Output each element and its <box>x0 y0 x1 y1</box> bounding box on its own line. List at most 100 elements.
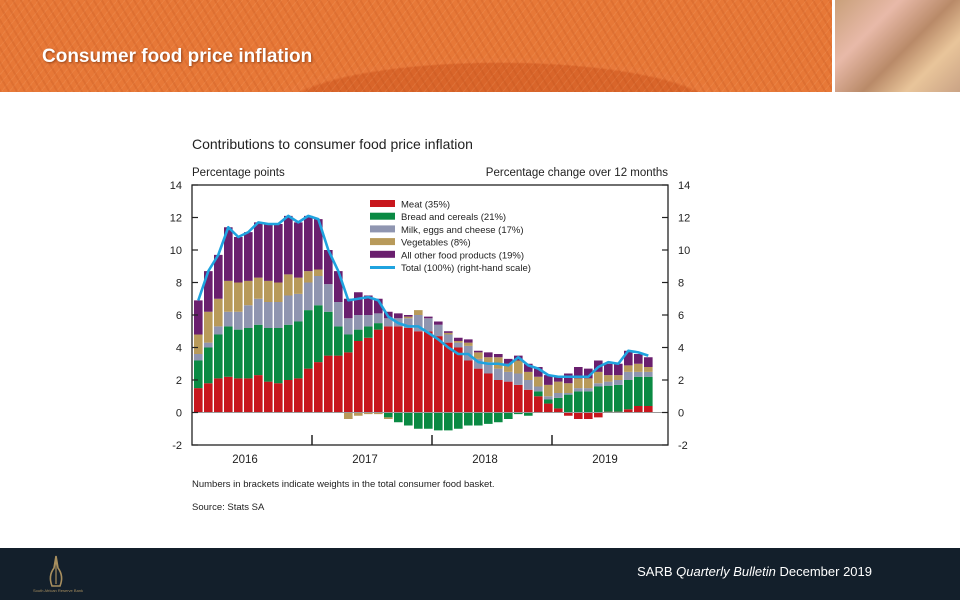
bar-meat <box>484 373 493 413</box>
bar-other <box>334 271 343 302</box>
bar-milk <box>374 313 383 324</box>
bar-bread <box>314 305 323 363</box>
legend-label-bread: Bread and cereals (21%) <box>401 212 506 223</box>
bar-other <box>394 313 403 319</box>
bar-veg <box>314 269 323 276</box>
bar-milk <box>634 371 643 377</box>
bar-milk <box>224 311 233 327</box>
bar-veg <box>304 271 313 283</box>
bar-meat <box>444 342 453 413</box>
bar-other <box>604 363 613 376</box>
bar-veg <box>354 412 363 416</box>
bar-veg <box>254 277 263 299</box>
bar-veg <box>634 363 643 372</box>
left-tick-label: -2 <box>172 440 182 452</box>
bar-bread <box>524 412 533 416</box>
bar-bread <box>624 380 633 410</box>
bar-veg <box>244 280 253 306</box>
total-line <box>197 214 649 379</box>
bar-bread <box>344 334 353 353</box>
legend-swatch-total <box>370 266 395 269</box>
bar-veg <box>194 334 203 354</box>
bar-meat <box>624 409 633 413</box>
bar-milk <box>324 284 333 312</box>
bar-bread <box>474 412 483 426</box>
bar-veg <box>554 381 563 393</box>
right-tick-label: 10 <box>678 245 690 257</box>
chart-source: Source: Stats SA <box>192 502 265 513</box>
food-inflation-chart: Contributions to consumer food price inf… <box>170 136 691 513</box>
right-tick-label: 14 <box>678 180 690 192</box>
bar-other <box>344 298 353 319</box>
bar-bread <box>514 412 523 415</box>
bar-bread <box>564 394 573 413</box>
bar-meat <box>274 383 283 413</box>
bar-other <box>294 222 303 278</box>
bar-meat <box>244 378 253 413</box>
bar-milk <box>494 368 503 380</box>
bar-other <box>274 224 283 283</box>
bar-other <box>454 337 463 341</box>
bar-bread <box>584 391 593 413</box>
bar-milk <box>234 311 243 330</box>
bar-meat <box>344 352 353 413</box>
bar-veg <box>294 277 303 294</box>
bar-other <box>434 321 443 325</box>
bar-other <box>254 222 263 278</box>
bar-milk <box>594 383 603 387</box>
bar-veg <box>614 375 623 380</box>
bar-veg <box>514 360 523 374</box>
bar-milk <box>524 380 533 390</box>
left-tick-label: 10 <box>170 245 182 257</box>
legend-swatch-other <box>370 250 395 258</box>
bar-veg <box>284 274 293 296</box>
x-tick-label: 2018 <box>472 454 498 466</box>
bar-meat <box>364 337 373 413</box>
footer-prefix: SARB <box>637 564 673 579</box>
bar-other <box>524 363 533 372</box>
bar-other <box>404 315 413 317</box>
legend-swatch-veg <box>370 238 395 246</box>
bar-other <box>364 295 373 315</box>
bar-milk <box>564 393 573 395</box>
bar-veg <box>504 363 513 372</box>
legend-swatch-milk <box>370 225 395 233</box>
header-banner: Consumer food price inflation <box>0 0 832 92</box>
bar-veg <box>264 280 273 302</box>
bar-other <box>484 352 493 358</box>
bar-milk <box>604 381 613 386</box>
bar-other <box>234 237 243 283</box>
bar-meat <box>544 403 553 413</box>
bar-bread <box>464 412 473 426</box>
sarb-logo-icon <box>49 555 63 587</box>
bar-bread <box>554 397 563 409</box>
footer-bar: South African Reserve Bank SARB Quarterl… <box>0 548 960 600</box>
right-tick-label: 12 <box>678 213 690 225</box>
bar-veg <box>534 376 543 387</box>
bar-milk <box>574 388 583 392</box>
legend-label-veg: Vegetables (8%) <box>401 238 471 249</box>
bar-bread <box>454 412 463 429</box>
bar-veg <box>594 371 603 384</box>
bar-bread <box>214 334 223 379</box>
slide-title: Consumer food price inflation <box>42 46 313 67</box>
bar-milk <box>434 324 443 337</box>
right-tick-label: 4 <box>678 343 684 355</box>
left-tick-label: 6 <box>176 310 182 322</box>
bar-other <box>574 367 583 379</box>
bar-meat <box>394 326 403 413</box>
bar-meat <box>564 412 573 416</box>
bar-milk <box>264 302 273 328</box>
bar-other <box>324 250 333 285</box>
bar-milk <box>244 305 253 328</box>
chart-note: Numbers in brackets indicate weights in … <box>192 479 495 490</box>
bar-meat <box>574 412 583 419</box>
bar-other <box>644 357 653 367</box>
bar-other <box>584 368 593 379</box>
legend-swatch-meat <box>370 200 395 207</box>
bar-milk <box>204 342 213 348</box>
bar-other <box>214 254 223 299</box>
bar-meat <box>504 381 513 413</box>
bar-veg <box>484 357 493 363</box>
left-tick-label: 0 <box>176 408 182 420</box>
